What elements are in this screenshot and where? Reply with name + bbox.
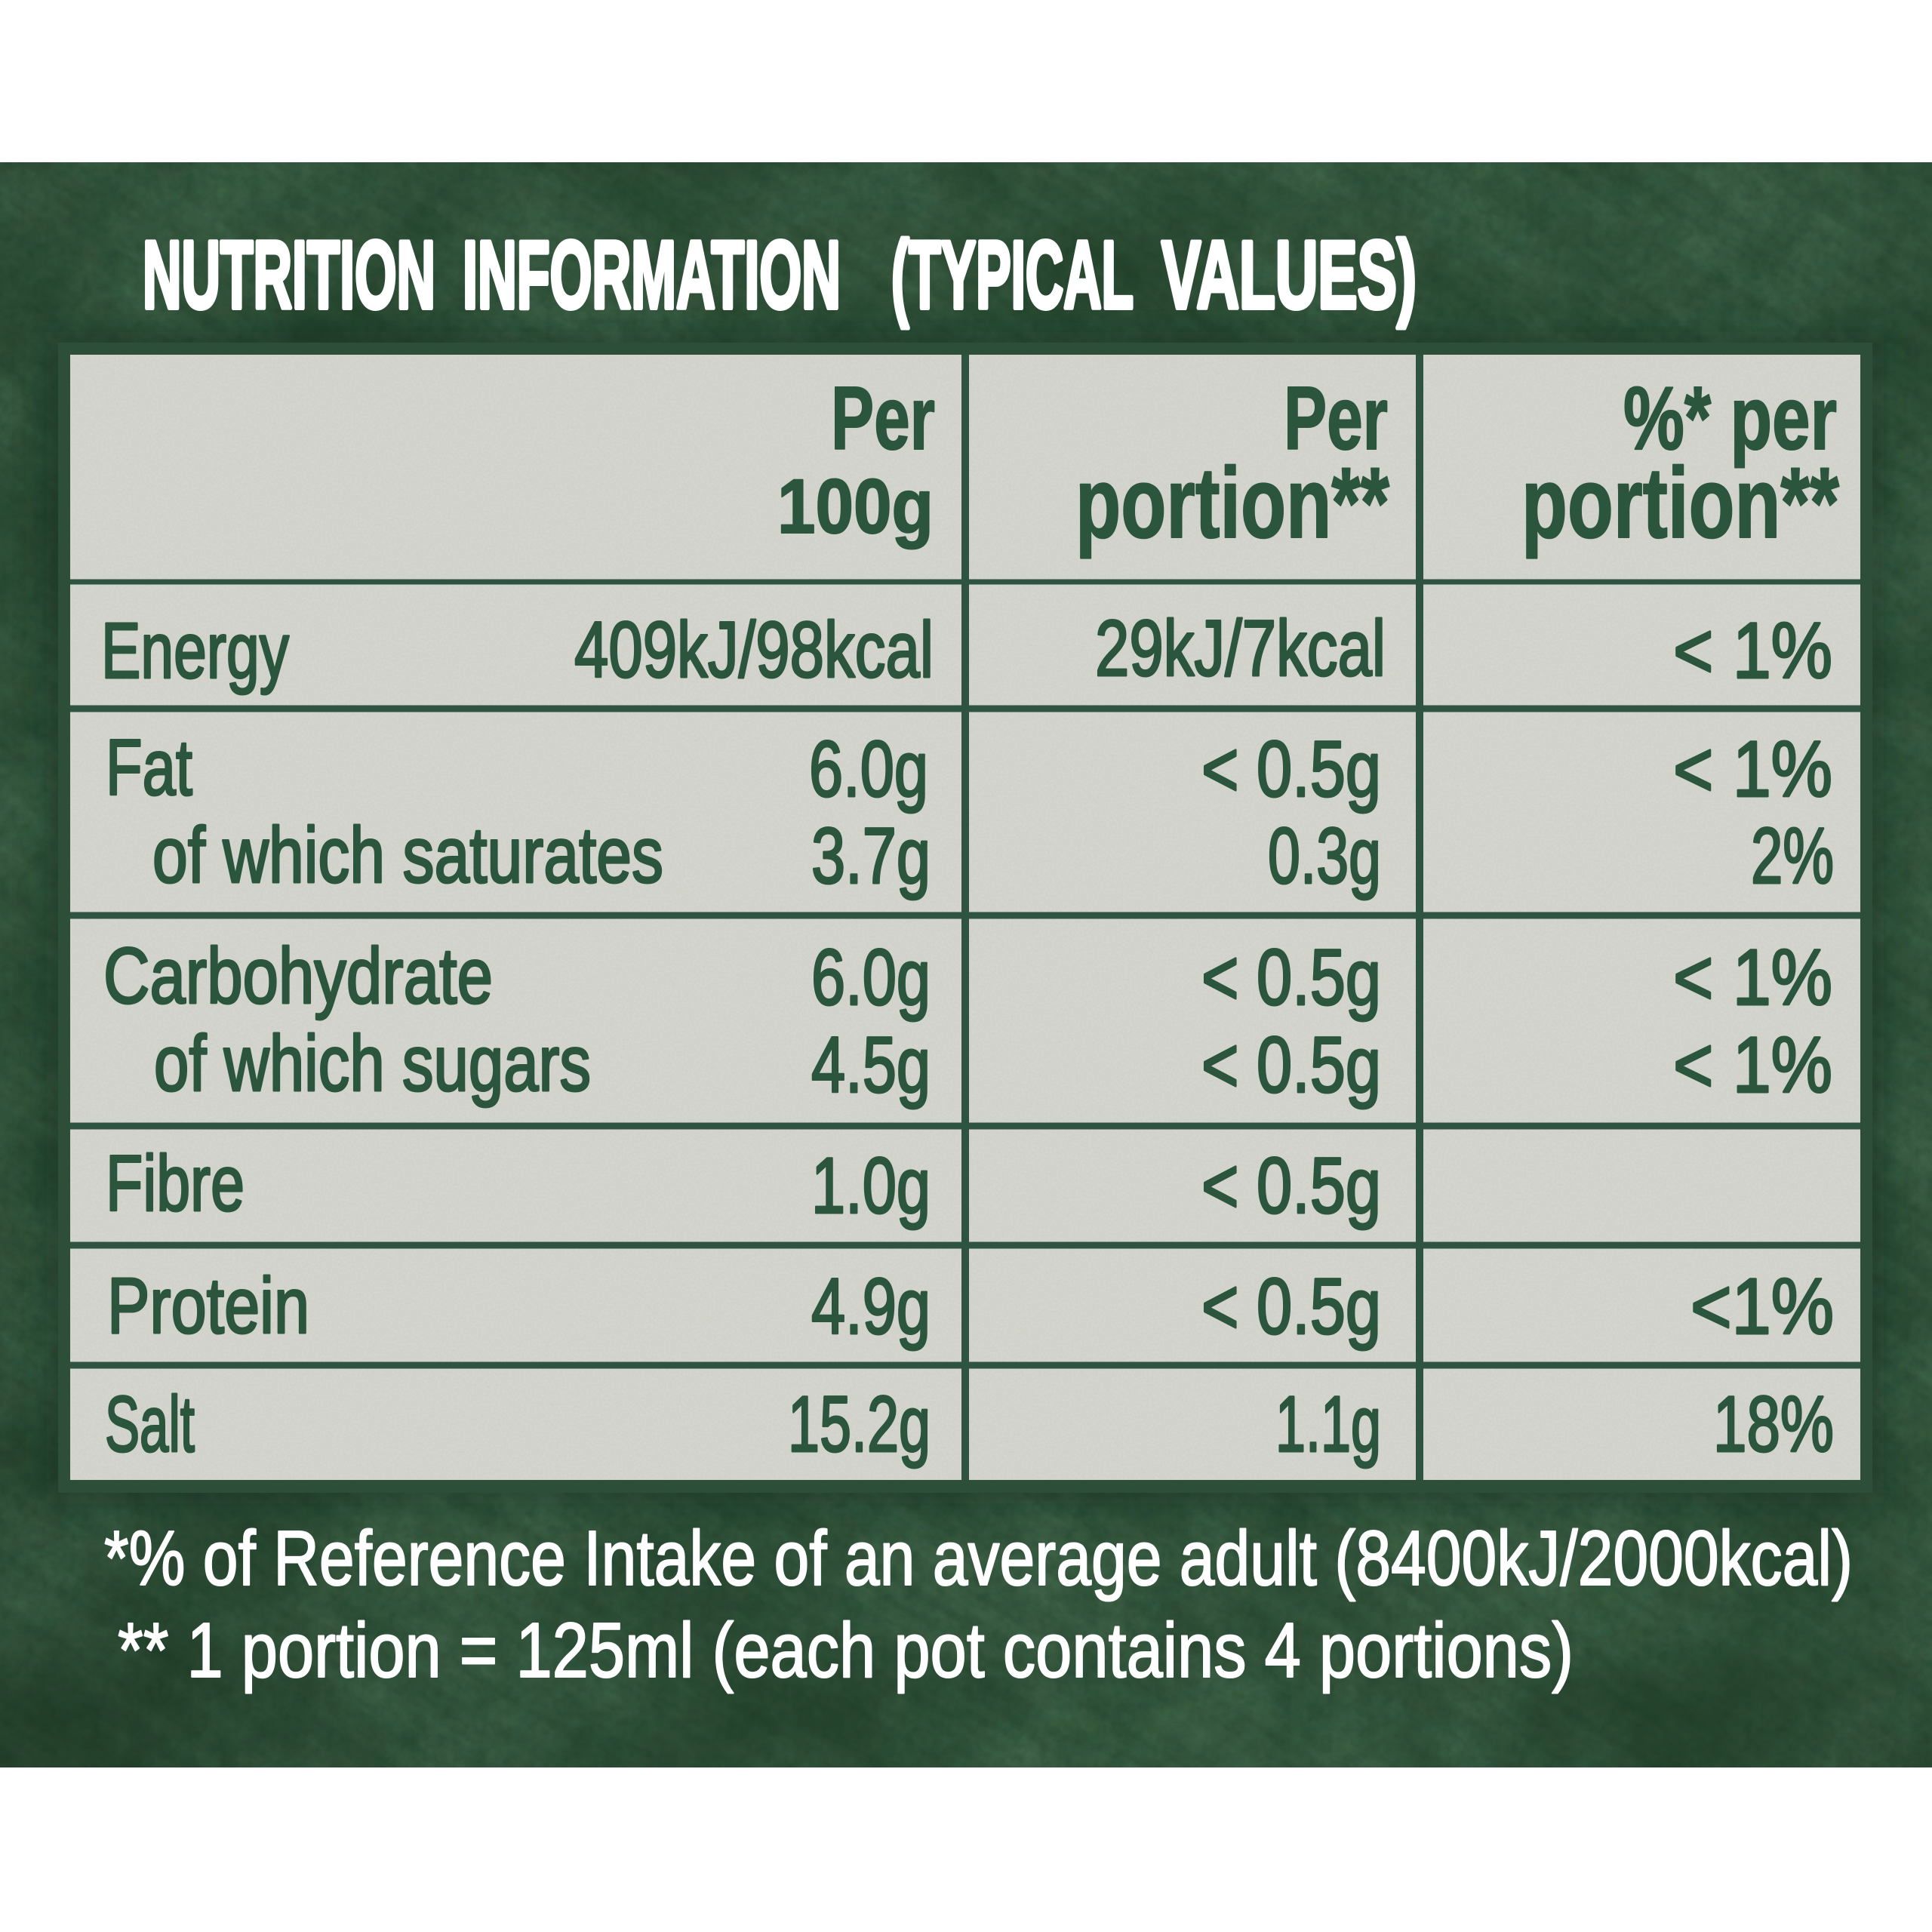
svg-text:VALUES): VALUES) [1161,221,1417,328]
svg-text:Salt: Salt [105,1380,195,1469]
svg-text:< 1%: < 1% [1673,934,1832,1022]
svg-text:Fibre: Fibre [106,1140,245,1228]
svg-text:NUTRITION: NUTRITION [143,221,435,328]
svg-text:0.3g: 0.3g [1268,812,1381,900]
svg-text:2%: 2% [1751,812,1834,900]
svg-text:Energy: Energy [101,607,289,695]
svg-text:< 0.5g: < 0.5g [1201,1021,1381,1109]
svg-text:< 0.5g: < 0.5g [1201,934,1381,1022]
svg-text:6.0g: 6.0g [809,725,928,814]
svg-text:Per: Per [1284,368,1388,469]
svg-text:3.7g: 3.7g [811,812,931,900]
svg-text:< 0.5g: < 0.5g [1201,1263,1381,1351]
svg-text:Per: Per [831,368,935,469]
svg-text:of which sugars: of which sugars [154,1020,591,1108]
svg-text:Fat: Fat [106,724,192,812]
svg-text:< 0.5g: < 0.5g [1201,725,1381,814]
svg-text:< 1%: < 1% [1673,725,1832,814]
svg-text:100g: 100g [777,463,934,549]
svg-text:6.0g: 6.0g [811,934,931,1022]
svg-text:** 1 portion = 125ml (each pot: ** 1 portion = 125ml (each pot contains … [118,1607,1574,1694]
svg-text:4.9g: 4.9g [811,1263,931,1351]
svg-text:409kJ/98kcal: 409kJ/98kcal [574,606,934,694]
svg-text:(TYPICAL: (TYPICAL [891,221,1134,328]
svg-text:portion**: portion** [1521,448,1839,559]
svg-text:15.2g: 15.2g [788,1380,931,1469]
svg-text:INFORMATION: INFORMATION [463,221,841,328]
svg-text:*% of Reference Intake of an a: *% of Reference Intake of an average adu… [104,1515,1853,1601]
svg-text:< 0.5g: < 0.5g [1201,1142,1381,1230]
svg-text:Carbohydrate: Carbohydrate [103,932,493,1020]
svg-text:%* per: %* per [1623,368,1837,469]
svg-text:4.5g: 4.5g [811,1021,931,1109]
svg-text:<1%: <1% [1690,1263,1834,1351]
svg-text:portion**: portion** [1075,448,1389,559]
svg-text:< 1%: < 1% [1673,607,1832,695]
svg-text:1.1g: 1.1g [1275,1380,1381,1469]
svg-text:18%: 18% [1713,1380,1834,1469]
svg-text:Protein: Protein [107,1262,309,1350]
svg-text:< 1%: < 1% [1673,1021,1832,1109]
svg-text:of which saturates: of which saturates [152,811,663,900]
svg-text:29kJ/7kcal: 29kJ/7kcal [1095,605,1386,693]
svg-text:1.0g: 1.0g [811,1142,931,1230]
